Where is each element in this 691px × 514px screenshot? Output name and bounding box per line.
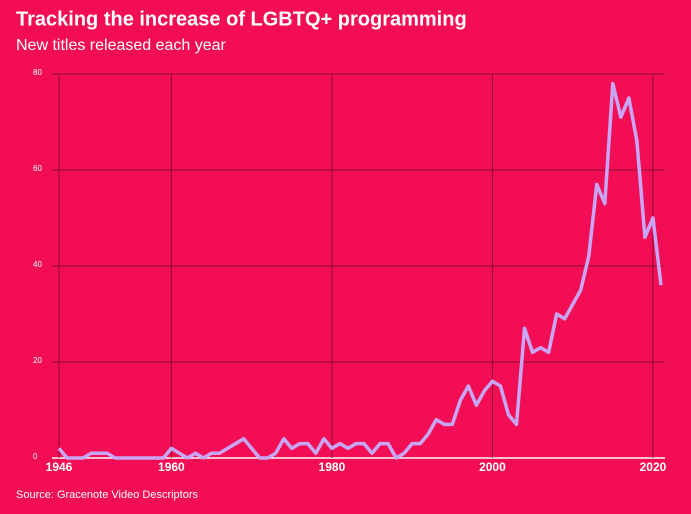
line — [57, 81, 663, 460]
x-tick-label: 1960 — [158, 460, 185, 474]
y-tick-label: 0 — [33, 452, 38, 461]
source: Source: Gracenote Video Descriptors — [16, 489, 198, 501]
chart-subtitle: New titles released each year — [16, 37, 227, 54]
y-tick-label: 80 — [33, 68, 42, 77]
chart-title: Tracking the increase of LGBTQ+ programm… — [16, 8, 467, 30]
x-tick-label: 2020 — [640, 460, 667, 474]
x-tick-label: 1980 — [319, 460, 346, 474]
y-tick-label: 60 — [33, 164, 42, 173]
y-tick-label: 20 — [33, 356, 42, 365]
y-tick-label: 40 — [33, 260, 42, 269]
x-tick-label: 2000 — [479, 460, 506, 474]
x-tick-label: 1946 — [46, 460, 73, 474]
